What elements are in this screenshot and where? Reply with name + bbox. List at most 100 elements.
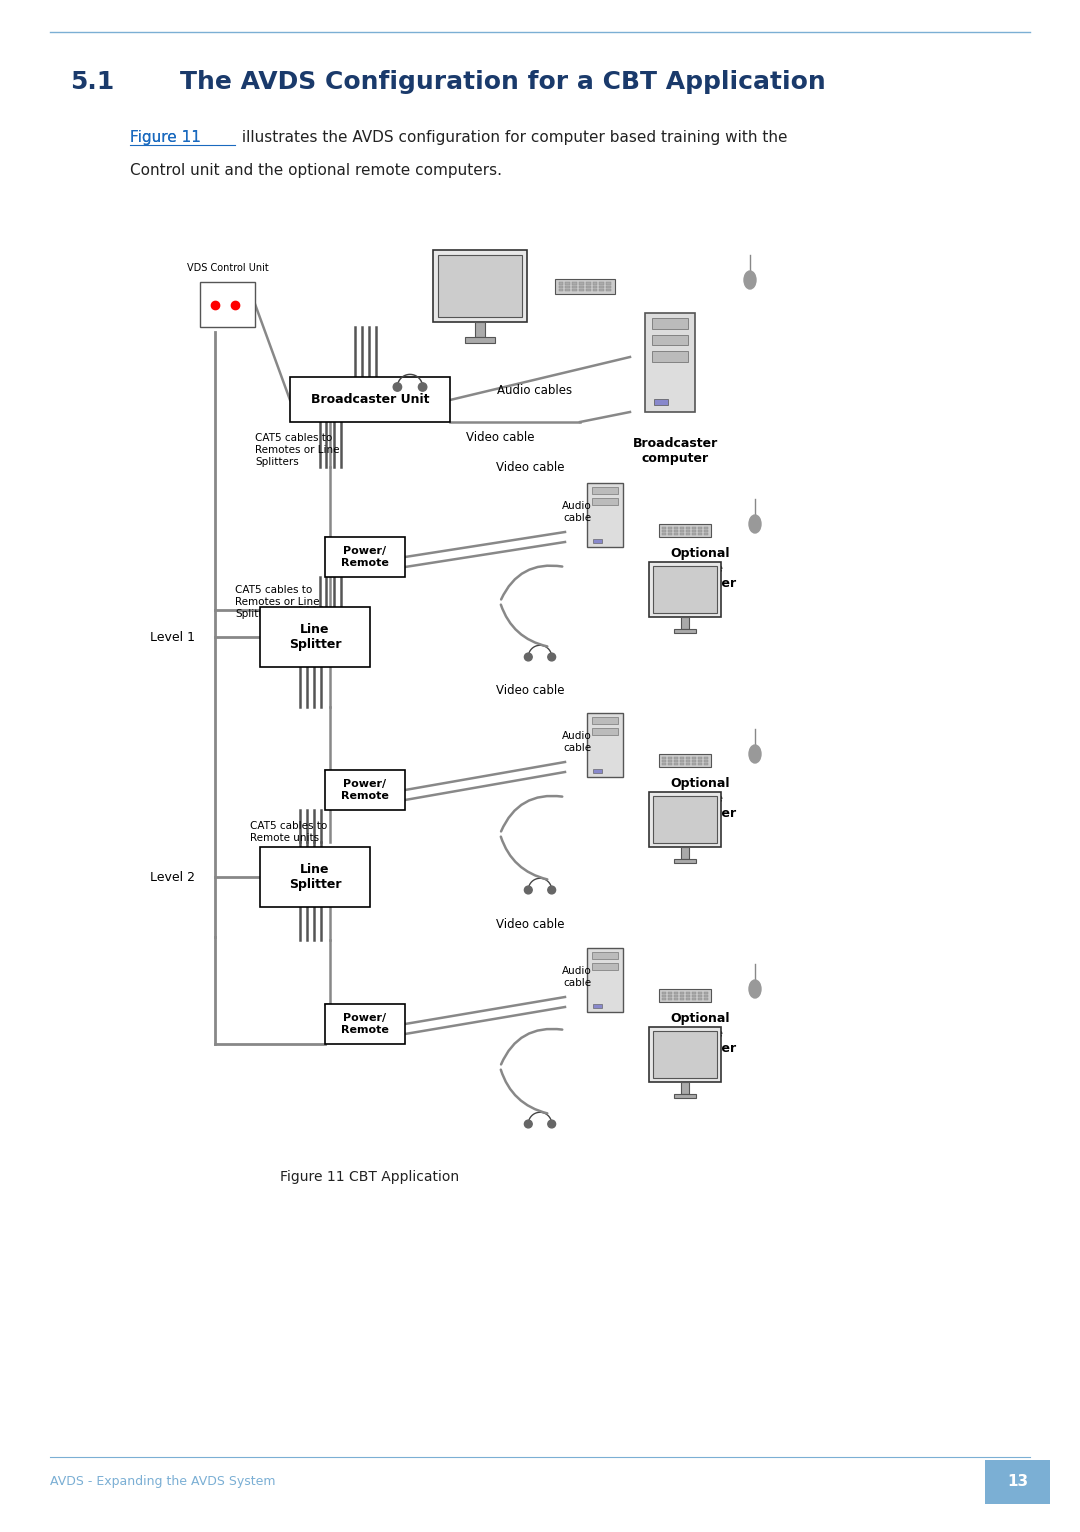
Text: Line
Splitter: Line Splitter — [288, 624, 341, 651]
Text: Optional
Remote
computer: Optional Remote computer — [670, 1013, 738, 1056]
Bar — [606, 285, 611, 288]
Bar — [475, 322, 485, 337]
Bar — [662, 530, 666, 532]
Bar — [674, 530, 678, 532]
Bar — [645, 313, 694, 412]
Bar — [579, 285, 583, 288]
Bar — [606, 290, 611, 291]
Bar — [659, 754, 712, 768]
Bar — [566, 285, 570, 288]
Bar — [692, 760, 696, 761]
Bar — [659, 524, 712, 538]
Bar — [679, 760, 684, 761]
Bar — [704, 763, 707, 764]
Bar — [662, 757, 666, 758]
Text: Audio
cable: Audio cable — [562, 731, 592, 752]
Text: CAT5 cables to
Remote units: CAT5 cables to Remote units — [249, 821, 327, 843]
Bar — [985, 1460, 1050, 1504]
Bar — [325, 771, 405, 810]
Bar — [679, 757, 684, 758]
Bar — [653, 795, 717, 843]
Text: Control unit and the optional remote computers.: Control unit and the optional remote com… — [130, 162, 502, 178]
Bar — [704, 991, 707, 994]
Bar — [681, 1082, 689, 1094]
Bar — [692, 994, 696, 997]
Circle shape — [418, 383, 427, 391]
Bar — [692, 991, 696, 994]
Circle shape — [548, 885, 555, 893]
Bar — [679, 533, 684, 535]
Bar — [291, 377, 450, 421]
Text: Video cable: Video cable — [465, 430, 535, 443]
Text: Line
Splitter: Line Splitter — [288, 863, 341, 892]
Bar — [692, 997, 696, 1000]
Bar — [593, 282, 597, 285]
Bar — [681, 847, 689, 859]
Bar — [698, 533, 702, 535]
Bar — [698, 760, 702, 761]
Ellipse shape — [750, 745, 761, 763]
Bar — [652, 319, 688, 329]
Bar — [649, 562, 720, 617]
Text: Audio cables: Audio cables — [498, 383, 572, 397]
Bar — [585, 285, 591, 288]
Ellipse shape — [744, 271, 756, 290]
Bar — [260, 847, 370, 907]
Bar — [588, 714, 623, 777]
Bar — [674, 994, 678, 997]
Bar — [588, 483, 623, 547]
Bar — [592, 487, 618, 495]
Bar — [572, 290, 577, 291]
Bar — [667, 991, 672, 994]
Bar — [593, 290, 597, 291]
Bar — [704, 997, 707, 1000]
Text: Level 2: Level 2 — [150, 870, 195, 884]
Bar — [698, 530, 702, 532]
Bar — [674, 763, 678, 764]
Ellipse shape — [750, 515, 761, 533]
Bar — [653, 565, 717, 613]
Bar — [667, 527, 672, 529]
Bar — [606, 282, 611, 285]
Circle shape — [525, 885, 532, 893]
Bar — [662, 760, 666, 761]
Bar — [572, 282, 577, 285]
Bar — [704, 530, 707, 532]
Bar — [686, 527, 690, 529]
Bar — [662, 533, 666, 535]
Bar — [681, 617, 689, 628]
Bar — [662, 994, 666, 997]
Bar — [652, 334, 688, 345]
Bar — [599, 285, 604, 288]
Bar — [679, 763, 684, 764]
Bar — [592, 951, 618, 959]
Ellipse shape — [750, 980, 761, 997]
Bar — [674, 1094, 697, 1098]
Bar — [704, 757, 707, 758]
Bar — [674, 757, 678, 758]
Bar — [593, 285, 597, 288]
Bar — [674, 527, 678, 529]
Text: 5.1: 5.1 — [70, 70, 114, 93]
Text: VDS Control Unit: VDS Control Unit — [187, 264, 269, 273]
Bar — [692, 527, 696, 529]
Text: Power/
Remote: Power/ Remote — [341, 780, 389, 801]
Bar — [674, 533, 678, 535]
Bar — [686, 991, 690, 994]
Bar — [686, 530, 690, 532]
Bar — [593, 1003, 602, 1008]
Bar — [593, 769, 602, 772]
Text: Optional
Remote
computer: Optional Remote computer — [670, 547, 738, 590]
Bar — [654, 400, 667, 404]
Bar — [465, 337, 495, 343]
Circle shape — [525, 1120, 532, 1128]
Bar — [558, 285, 564, 288]
Bar — [679, 530, 684, 532]
Bar — [674, 760, 678, 761]
Bar — [692, 533, 696, 535]
Bar — [667, 763, 672, 764]
Bar — [667, 994, 672, 997]
Bar — [686, 994, 690, 997]
Bar — [260, 607, 370, 666]
Bar — [698, 527, 702, 529]
